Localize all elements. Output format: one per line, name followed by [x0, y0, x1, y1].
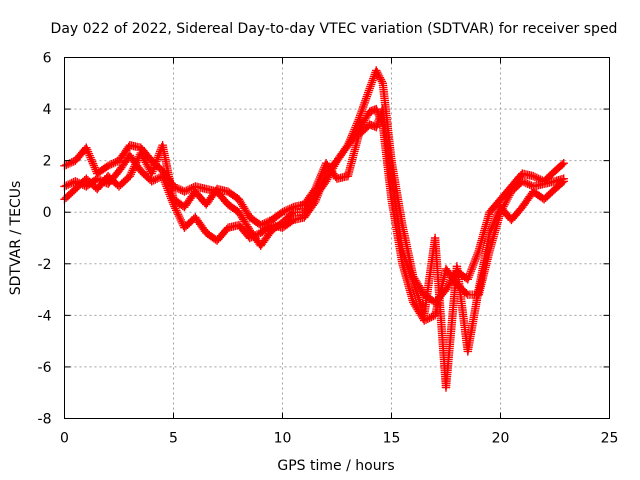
x-tick-label: 0	[60, 431, 69, 447]
y-tick-label: 0	[43, 205, 52, 221]
data-point	[516, 170, 526, 180]
series-track-c	[60, 104, 568, 392]
y-tick-label: 2	[43, 154, 52, 170]
x-tick-label: 20	[492, 431, 510, 447]
x-tick-label: 15	[383, 431, 401, 447]
grid-lines	[64, 57, 610, 419]
axis-ticks: 0 5 10 15 20 25 -8 -6 -4 -2 0 2 4 6	[38, 51, 619, 447]
x-tick-label: 25	[601, 431, 619, 447]
y-axis-label: SDTVAR / TECUs	[8, 181, 24, 296]
y-tick-label: -8	[38, 412, 52, 428]
data-point	[462, 289, 471, 298]
x-axis-label: GPS time / hours	[277, 458, 394, 474]
data-marks	[60, 66, 568, 392]
y-tick-label: -4	[38, 308, 52, 324]
data-point	[559, 177, 568, 186]
y-tick-label: 6	[43, 51, 52, 67]
x-tick-label: 10	[274, 431, 292, 447]
plot-frame	[64, 57, 610, 419]
chart-title: Day 022 of 2022, Sidereal Day-to-day VTE…	[51, 21, 618, 37]
y-tick-label: -6	[38, 360, 52, 376]
data-point	[287, 216, 297, 226]
data-point	[558, 178, 567, 187]
y-tick-label: -2	[38, 257, 52, 273]
x-tick-label: 5	[169, 431, 178, 447]
data-point	[559, 159, 568, 168]
y-tick-label: 4	[43, 102, 52, 118]
data-point	[558, 160, 567, 169]
